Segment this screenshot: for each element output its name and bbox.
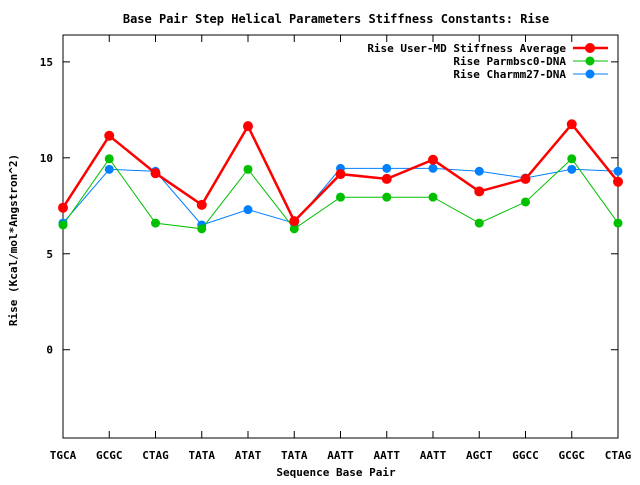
x-tick-label: CTAG [142, 449, 169, 462]
y-tick-label: 0 [46, 344, 53, 357]
data-point-s0-6 [335, 169, 346, 180]
data-point-s2-7 [382, 163, 392, 173]
data-point-s2-4 [243, 205, 253, 215]
y-axis: 0 5 10 15 [40, 56, 618, 357]
data-point-s1-1 [104, 154, 114, 164]
x-axis-label: Sequence Base Pair [276, 466, 396, 479]
legend-marker-1 [585, 56, 595, 66]
x-tick-label: GCGC [559, 449, 586, 462]
x-tick-label: AATT [420, 449, 447, 462]
data-point-s0-9 [474, 186, 485, 197]
data-point-s2-12 [613, 166, 623, 176]
data-point-s0-12 [613, 176, 623, 187]
chart-title: Base Pair Step Helical Parameters Stiffn… [123, 12, 549, 26]
data-point-s1-8 [428, 192, 438, 202]
x-tick-label: TATA [189, 449, 216, 462]
legend-label-2: Rise Charmm27-DNA [453, 68, 566, 81]
data-point-s1-11 [567, 154, 577, 164]
legend-marker-0 [585, 43, 595, 53]
data-point-s1-10 [521, 197, 530, 207]
data-point-s1-3 [197, 224, 207, 234]
series-layer [58, 119, 623, 234]
data-point-s0-10 [520, 173, 531, 184]
y-axis-label: Rise (Kcal/mol*Angstron^2) [7, 154, 20, 326]
x-tick-label: AGCT [466, 449, 493, 462]
data-point-s2-9 [474, 166, 484, 176]
legend-label-1: Rise Parmbsc0-DNA [453, 55, 566, 68]
data-point-s0-5 [289, 216, 300, 227]
legend-label-0: Rise User-MD Stiffness Average [367, 42, 566, 55]
y-tick-label: 15 [40, 56, 53, 69]
x-tick-label: ATAT [235, 449, 262, 462]
y-tick-label: 10 [40, 152, 53, 165]
legend-marker-2 [585, 69, 595, 79]
data-point-s2-8 [428, 163, 438, 173]
data-point-s1-12 [613, 218, 623, 228]
data-point-s1-0 [58, 220, 68, 230]
x-tick-label: GGCC [512, 449, 539, 462]
data-point-s0-0 [58, 202, 68, 213]
x-tick-label: AATT [374, 449, 401, 462]
plot-frame [62, 34, 619, 439]
x-tick-label: AATT [327, 449, 354, 462]
x-axis: TGCA GCGC CTAG TATA ATAT TATA AATT AATT AATT AGCT… [50, 35, 632, 462]
data-point-s0-1 [104, 130, 115, 141]
y-tick-label: 5 [46, 248, 53, 261]
data-point-s1-6 [336, 192, 345, 202]
x-tick-label: TGCA [50, 449, 77, 462]
data-point-s1-7 [382, 192, 392, 202]
data-point-s0-11 [566, 119, 577, 130]
data-point-s0-3 [196, 199, 207, 210]
data-point-s0-4 [243, 121, 253, 132]
data-point-s1-9 [474, 218, 484, 228]
data-point-s1-4 [243, 164, 253, 174]
data-point-s0-2 [150, 168, 161, 179]
x-tick-label: TATA [281, 449, 308, 462]
data-point-s1-5 [289, 224, 299, 234]
data-point-s2-1 [104, 164, 114, 174]
data-point-s0-7 [381, 173, 392, 184]
data-point-s0-8 [428, 154, 438, 165]
x-tick-label: CTAG [605, 449, 632, 462]
x-tick-label: GCGC [96, 449, 123, 462]
data-point-s2-11 [567, 164, 577, 174]
data-point-s1-2 [151, 218, 160, 228]
